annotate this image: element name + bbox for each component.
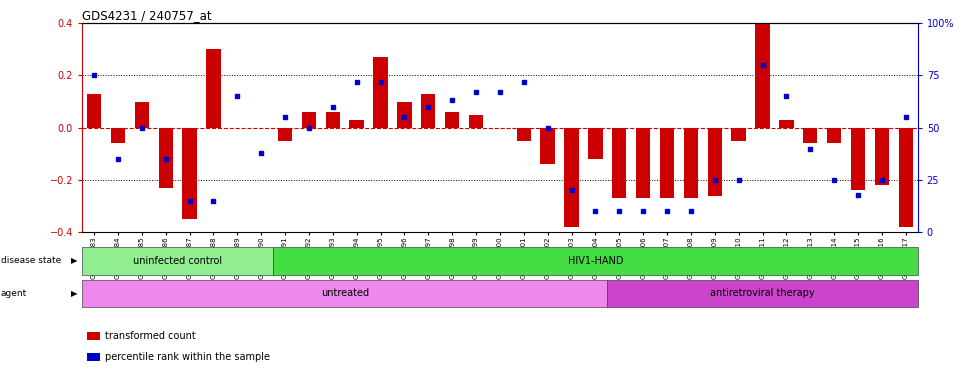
Text: transformed count: transformed count [105,331,196,341]
Bar [278,127,292,141]
Bar [803,127,817,143]
Text: ▶: ▶ [71,256,77,265]
Bar [517,127,531,141]
Bar [731,127,746,141]
Bar [134,101,149,127]
Bar [898,127,913,227]
Bar [207,49,220,127]
Bar [708,127,722,196]
Bar [445,112,459,127]
Text: disease state: disease state [1,256,61,265]
Text: HIV1-HAND: HIV1-HAND [568,256,623,266]
Bar [82,247,273,275]
Bar [780,120,793,127]
Bar [612,127,626,198]
Bar [421,94,436,127]
Text: GDS4231 / 240757_at: GDS4231 / 240757_at [82,9,212,22]
Bar [301,112,316,127]
Text: antiretroviral therapy: antiretroviral therapy [710,288,815,298]
Bar [660,127,674,198]
Bar [755,0,770,127]
Bar [875,127,889,185]
Bar [608,280,918,307]
Text: ▶: ▶ [71,289,77,298]
Bar [541,127,554,164]
Bar [397,101,412,127]
Bar [183,127,197,219]
Bar [588,127,603,159]
Bar [273,247,918,275]
Bar [158,127,173,188]
Bar [350,120,364,127]
Bar [111,127,125,143]
Bar [684,127,698,198]
Bar [469,114,483,127]
Bar [827,127,841,143]
Bar [851,127,866,190]
Bar [82,280,608,307]
Bar [87,94,101,127]
Text: untreated: untreated [321,288,369,298]
Text: percentile rank within the sample: percentile rank within the sample [105,352,270,362]
Text: uninfected control: uninfected control [133,256,222,266]
Bar [374,57,387,127]
Bar [326,112,340,127]
Bar [636,127,650,198]
Bar [564,127,579,227]
Text: agent: agent [1,289,27,298]
